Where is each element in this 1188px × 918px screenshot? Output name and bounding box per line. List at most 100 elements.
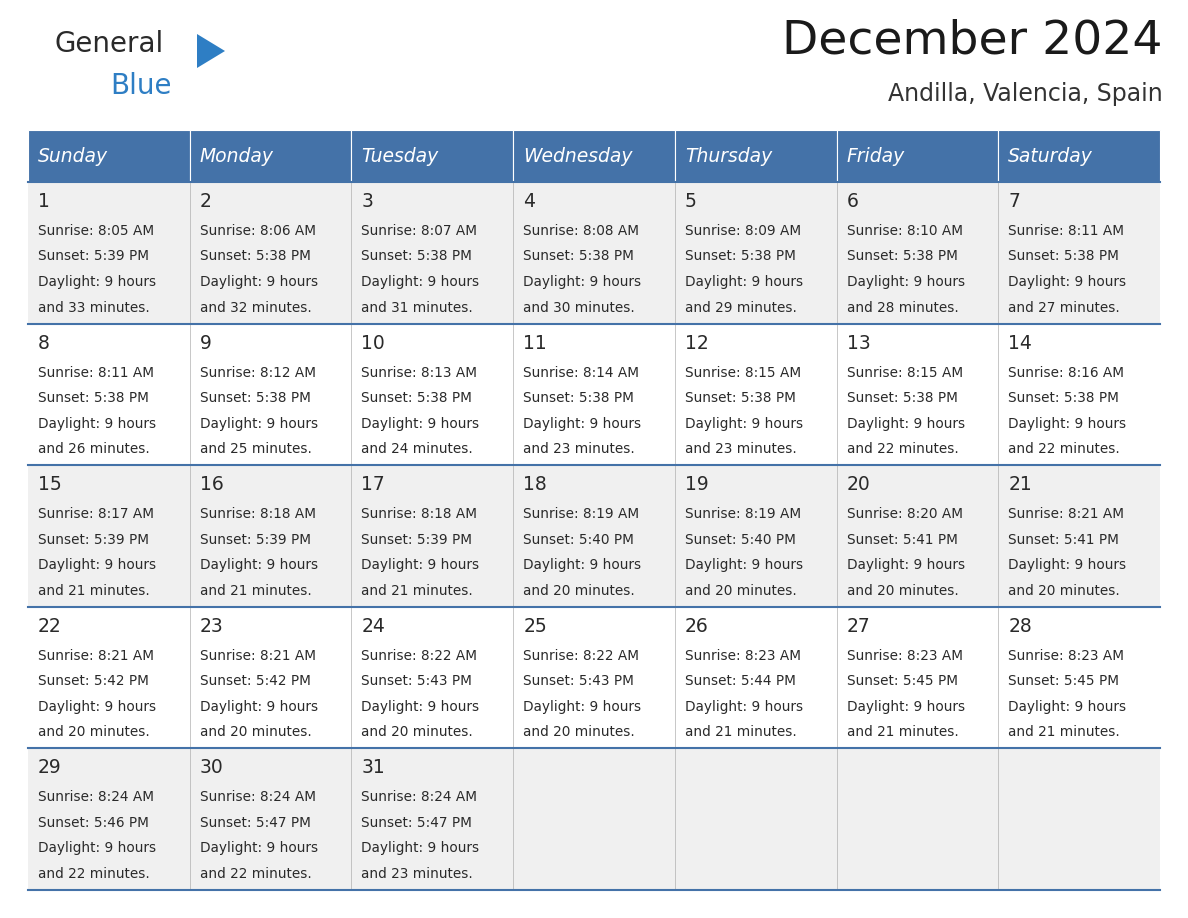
Text: Sunset: 5:45 PM: Sunset: 5:45 PM (847, 675, 958, 688)
Text: Sunrise: 8:08 AM: Sunrise: 8:08 AM (523, 224, 639, 238)
Text: Sunset: 5:40 PM: Sunset: 5:40 PM (684, 532, 796, 547)
Text: and 20 minutes.: and 20 minutes. (523, 725, 634, 739)
Text: Daylight: 9 hours: Daylight: 9 hours (523, 417, 642, 431)
Text: and 21 minutes.: and 21 minutes. (200, 584, 311, 598)
Text: 28: 28 (1009, 617, 1032, 636)
Text: and 27 minutes.: and 27 minutes. (1009, 300, 1120, 315)
Text: Thursday: Thursday (684, 147, 772, 165)
Text: Saturday: Saturday (1009, 147, 1093, 165)
Text: Daylight: 9 hours: Daylight: 9 hours (1009, 700, 1126, 714)
Text: Sunset: 5:38 PM: Sunset: 5:38 PM (1009, 391, 1119, 405)
Text: Daylight: 9 hours: Daylight: 9 hours (361, 275, 480, 289)
Text: Sunrise: 8:20 AM: Sunrise: 8:20 AM (847, 508, 962, 521)
Bar (190, 130, 352, 182)
Text: Daylight: 9 hours: Daylight: 9 hours (1009, 558, 1126, 572)
Text: 19: 19 (684, 476, 708, 494)
Text: Sunset: 5:41 PM: Sunset: 5:41 PM (1009, 532, 1119, 547)
Text: Sunrise: 8:15 AM: Sunrise: 8:15 AM (684, 365, 801, 380)
Bar (29, 607, 1159, 748)
Text: Sunset: 5:39 PM: Sunset: 5:39 PM (38, 250, 148, 263)
Text: 27: 27 (847, 617, 871, 636)
Text: 1: 1 (38, 192, 50, 211)
Text: 7: 7 (1009, 192, 1020, 211)
Text: and 20 minutes.: and 20 minutes. (847, 584, 959, 598)
Text: and 26 minutes.: and 26 minutes. (38, 442, 150, 456)
Text: 21: 21 (1009, 476, 1032, 494)
Text: Daylight: 9 hours: Daylight: 9 hours (38, 558, 156, 572)
Text: and 20 minutes.: and 20 minutes. (38, 725, 150, 739)
Text: Daylight: 9 hours: Daylight: 9 hours (523, 700, 642, 714)
Text: Monday: Monday (200, 147, 273, 165)
Text: Sunrise: 8:16 AM: Sunrise: 8:16 AM (1009, 365, 1124, 380)
Text: 14: 14 (1009, 333, 1032, 353)
Text: Sunset: 5:46 PM: Sunset: 5:46 PM (38, 816, 148, 830)
Text: Sunset: 5:38 PM: Sunset: 5:38 PM (523, 250, 634, 263)
Text: Sunset: 5:43 PM: Sunset: 5:43 PM (523, 675, 634, 688)
Text: Daylight: 9 hours: Daylight: 9 hours (38, 275, 156, 289)
Text: Sunrise: 8:19 AM: Sunrise: 8:19 AM (523, 508, 639, 521)
Text: Sunrise: 8:23 AM: Sunrise: 8:23 AM (1009, 649, 1124, 663)
Text: Sunrise: 8:24 AM: Sunrise: 8:24 AM (200, 790, 316, 804)
Bar (29, 324, 1159, 465)
Text: Blue: Blue (110, 72, 171, 100)
Text: 6: 6 (847, 192, 859, 211)
Text: Daylight: 9 hours: Daylight: 9 hours (200, 275, 318, 289)
Text: 9: 9 (200, 333, 211, 353)
Text: December 2024: December 2024 (783, 18, 1163, 63)
Text: Sunrise: 8:09 AM: Sunrise: 8:09 AM (684, 224, 801, 238)
Text: Sunrise: 8:24 AM: Sunrise: 8:24 AM (361, 790, 478, 804)
Text: Daylight: 9 hours: Daylight: 9 hours (684, 700, 803, 714)
Text: Daylight: 9 hours: Daylight: 9 hours (847, 558, 965, 572)
Text: and 23 minutes.: and 23 minutes. (523, 442, 634, 456)
Text: Sunset: 5:38 PM: Sunset: 5:38 PM (684, 391, 796, 405)
Text: Daylight: 9 hours: Daylight: 9 hours (361, 700, 480, 714)
Text: 20: 20 (847, 476, 871, 494)
Text: Sunset: 5:38 PM: Sunset: 5:38 PM (684, 250, 796, 263)
Polygon shape (197, 34, 225, 68)
Text: and 30 minutes.: and 30 minutes. (523, 300, 634, 315)
Text: Daylight: 9 hours: Daylight: 9 hours (361, 417, 480, 431)
Text: 25: 25 (523, 617, 546, 636)
Text: Sunset: 5:47 PM: Sunset: 5:47 PM (200, 816, 310, 830)
Text: Sunset: 5:38 PM: Sunset: 5:38 PM (1009, 250, 1119, 263)
Text: Daylight: 9 hours: Daylight: 9 hours (200, 700, 318, 714)
Text: Sunrise: 8:17 AM: Sunrise: 8:17 AM (38, 508, 154, 521)
Text: Sunset: 5:38 PM: Sunset: 5:38 PM (523, 391, 634, 405)
Text: Sunrise: 8:22 AM: Sunrise: 8:22 AM (361, 649, 478, 663)
Text: Daylight: 9 hours: Daylight: 9 hours (1009, 417, 1126, 431)
Text: Sunrise: 8:14 AM: Sunrise: 8:14 AM (523, 365, 639, 380)
Text: Sunrise: 8:23 AM: Sunrise: 8:23 AM (684, 649, 801, 663)
Text: and 20 minutes.: and 20 minutes. (200, 725, 311, 739)
Text: Sunset: 5:43 PM: Sunset: 5:43 PM (361, 675, 473, 688)
Bar (352, 130, 513, 182)
Text: and 33 minutes.: and 33 minutes. (38, 300, 150, 315)
Bar (29, 130, 190, 182)
Text: Daylight: 9 hours: Daylight: 9 hours (200, 417, 318, 431)
Text: Sunrise: 8:15 AM: Sunrise: 8:15 AM (847, 365, 962, 380)
Text: Sunrise: 8:07 AM: Sunrise: 8:07 AM (361, 224, 478, 238)
Text: and 21 minutes.: and 21 minutes. (1009, 725, 1120, 739)
Text: Sunrise: 8:10 AM: Sunrise: 8:10 AM (847, 224, 962, 238)
Text: and 20 minutes.: and 20 minutes. (1009, 584, 1120, 598)
Text: Daylight: 9 hours: Daylight: 9 hours (361, 558, 480, 572)
Text: and 22 minutes.: and 22 minutes. (847, 442, 959, 456)
Text: Sunrise: 8:12 AM: Sunrise: 8:12 AM (200, 365, 316, 380)
Text: Sunrise: 8:24 AM: Sunrise: 8:24 AM (38, 790, 154, 804)
Text: 31: 31 (361, 758, 385, 778)
Text: Sunrise: 8:22 AM: Sunrise: 8:22 AM (523, 649, 639, 663)
Text: Sunset: 5:38 PM: Sunset: 5:38 PM (38, 391, 148, 405)
Text: 17: 17 (361, 476, 385, 494)
Text: 8: 8 (38, 333, 50, 353)
Text: Sunset: 5:38 PM: Sunset: 5:38 PM (361, 391, 473, 405)
Text: Tuesday: Tuesday (361, 147, 438, 165)
Text: and 20 minutes.: and 20 minutes. (684, 584, 797, 598)
Text: and 22 minutes.: and 22 minutes. (200, 867, 311, 881)
Text: Sunset: 5:39 PM: Sunset: 5:39 PM (200, 532, 311, 547)
Text: Sunrise: 8:21 AM: Sunrise: 8:21 AM (38, 649, 154, 663)
Text: Sunset: 5:38 PM: Sunset: 5:38 PM (847, 250, 958, 263)
Text: 12: 12 (684, 333, 708, 353)
Text: Sunset: 5:38 PM: Sunset: 5:38 PM (361, 250, 473, 263)
Text: Daylight: 9 hours: Daylight: 9 hours (38, 417, 156, 431)
Text: Sunrise: 8:23 AM: Sunrise: 8:23 AM (847, 649, 962, 663)
Bar (836, 130, 998, 182)
